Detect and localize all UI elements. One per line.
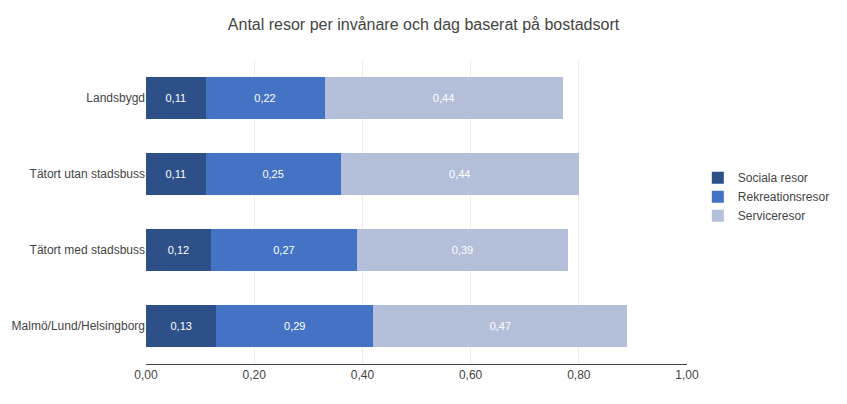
svg-text:Antal resor per invånare och d: Antal resor per invånare och dag baserat… — [228, 16, 620, 33]
svg-text:Malmö/Lund/Helsingborg: Malmö/Lund/Helsingborg — [12, 319, 145, 333]
svg-text:0,47: 0,47 — [490, 320, 511, 332]
svg-text:0,27: 0,27 — [273, 244, 294, 256]
svg-text:Landsbygd: Landsbygd — [86, 91, 145, 105]
svg-text:0,20: 0,20 — [243, 368, 267, 382]
svg-text:0,44: 0,44 — [449, 168, 470, 180]
svg-text:0,80: 0,80 — [567, 368, 591, 382]
svg-text:1,00: 1,00 — [675, 368, 699, 382]
svg-text:Tätort utan stadsbuss: Tätort utan stadsbuss — [30, 167, 145, 181]
svg-text:Sociala resor: Sociala resor — [738, 171, 808, 185]
svg-text:0,60: 0,60 — [459, 368, 483, 382]
svg-text:0,11: 0,11 — [165, 168, 186, 180]
svg-text:0,13: 0,13 — [170, 320, 191, 332]
svg-text:0,11: 0,11 — [165, 92, 186, 104]
svg-text:0,00: 0,00 — [134, 368, 158, 382]
svg-text:0,12: 0,12 — [168, 244, 189, 256]
svg-text:0,40: 0,40 — [351, 368, 375, 382]
svg-text:Tätort med stadsbuss: Tätort med stadsbuss — [30, 243, 145, 257]
svg-text:0,22: 0,22 — [254, 92, 275, 104]
svg-text:Serviceresor: Serviceresor — [738, 209, 805, 223]
svg-text:0,39: 0,39 — [452, 244, 473, 256]
svg-text:Rekreationsresor: Rekreationsresor — [738, 190, 829, 204]
svg-text:0,44: 0,44 — [433, 92, 454, 104]
svg-text:0,29: 0,29 — [284, 320, 305, 332]
svg-text:0,25: 0,25 — [262, 168, 283, 180]
